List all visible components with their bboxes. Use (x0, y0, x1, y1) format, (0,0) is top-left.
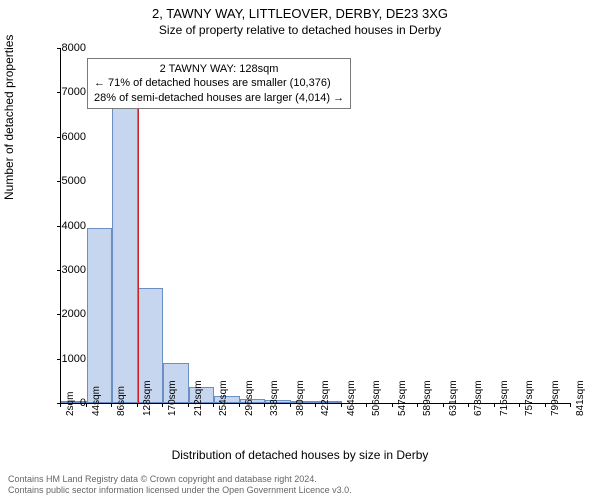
x-tick-mark (341, 403, 342, 407)
x-tick-mark (443, 403, 444, 407)
footer-line-2: Contains public sector information licen… (8, 485, 352, 496)
reference-marker (138, 101, 139, 403)
x-tick-label: 296sqm (244, 408, 255, 416)
x-tick-mark (468, 403, 469, 407)
x-tick-mark (494, 403, 495, 407)
y-tick-label: 4000 (46, 220, 86, 232)
x-tick-label: 673sqm (473, 408, 484, 416)
x-tick-label: 170sqm (167, 408, 178, 416)
annotation-line-3: 28% of semi-detached houses are larger (… (94, 91, 344, 105)
x-tick-mark (366, 403, 367, 407)
x-axis-label: Distribution of detached houses by size … (0, 448, 600, 462)
annotation-line-2: ← 71% of detached houses are smaller (10… (94, 76, 344, 90)
chart-title: 2, TAWNY WAY, LITTLEOVER, DERBY, DE23 3X… (0, 0, 600, 21)
histogram-bar (112, 108, 138, 403)
y-tick-label: 8000 (46, 42, 86, 54)
y-tick-label: 7000 (46, 86, 86, 98)
x-tick-label: 757sqm (524, 408, 535, 416)
x-tick-label: 212sqm (193, 408, 204, 416)
x-tick-label: 338sqm (269, 408, 280, 416)
x-tick-label: 547sqm (397, 408, 408, 416)
x-tick-label: 799sqm (550, 408, 561, 416)
chart-area: 2 TAWNY WAY: 128sqm← 71% of detached hou… (60, 48, 570, 403)
y-tick-label: 3000 (46, 264, 86, 276)
x-tick-mark (519, 403, 520, 407)
x-tick-label: 506sqm (371, 408, 382, 416)
x-tick-label: 44sqm (91, 408, 102, 416)
x-tick-label: 841sqm (575, 408, 586, 416)
x-tick-mark (545, 403, 546, 407)
x-tick-mark (264, 403, 265, 407)
x-tick-mark (417, 403, 418, 407)
y-tick-label: 6000 (46, 131, 86, 143)
x-tick-mark (392, 403, 393, 407)
x-tick-mark (188, 403, 189, 407)
x-tick-mark (239, 403, 240, 407)
chart-container: 2, TAWNY WAY, LITTLEOVER, DERBY, DE23 3X… (0, 0, 600, 500)
x-tick-label: 86sqm (116, 408, 127, 416)
x-tick-mark (162, 403, 163, 407)
x-tick-label: 254sqm (218, 408, 229, 416)
x-tick-mark (290, 403, 291, 407)
plot-area: 2 TAWNY WAY: 128sqm← 71% of detached hou… (60, 48, 571, 404)
x-tick-label: 422sqm (320, 408, 331, 416)
x-tick-label: 631sqm (448, 408, 459, 416)
footer-line-1: Contains HM Land Registry data © Crown c… (8, 474, 352, 485)
x-tick-mark (315, 403, 316, 407)
x-tick-mark (213, 403, 214, 407)
histogram-bar (87, 228, 113, 403)
y-tick-label: 0 (46, 397, 86, 409)
x-tick-label: 715sqm (499, 408, 510, 416)
x-tick-label: 380sqm (295, 408, 306, 416)
x-tick-label: 464sqm (346, 408, 357, 416)
y-tick-label: 1000 (46, 353, 86, 365)
x-tick-label: 589sqm (422, 408, 433, 416)
x-tick-label: 2sqm (65, 408, 76, 416)
y-axis-label: Number of detached properties (2, 35, 16, 200)
x-tick-label: 128sqm (142, 408, 153, 416)
x-tick-mark (570, 403, 571, 407)
y-tick-label: 5000 (46, 175, 86, 187)
x-tick-mark (137, 403, 138, 407)
annotation-box: 2 TAWNY WAY: 128sqm← 71% of detached hou… (87, 58, 351, 109)
annotation-line-1: 2 TAWNY WAY: 128sqm (94, 62, 344, 76)
footer-attribution: Contains HM Land Registry data © Crown c… (8, 474, 352, 497)
chart-subtitle: Size of property relative to detached ho… (0, 21, 600, 37)
x-tick-mark (111, 403, 112, 407)
y-tick-label: 2000 (46, 308, 86, 320)
